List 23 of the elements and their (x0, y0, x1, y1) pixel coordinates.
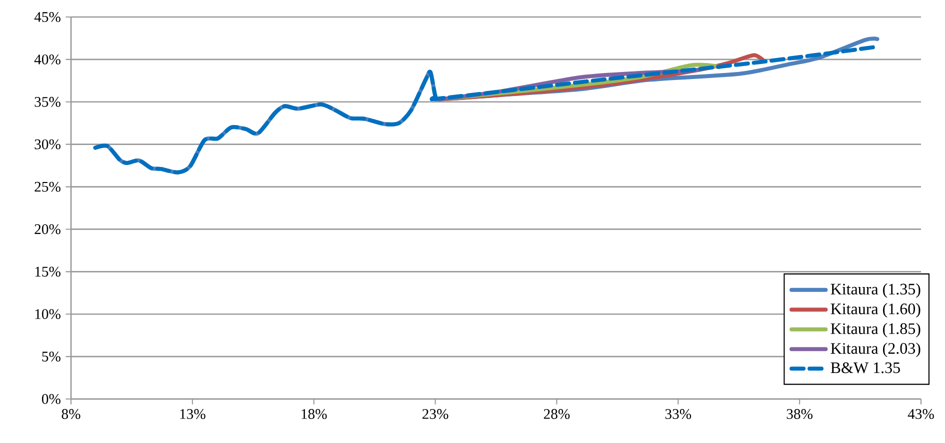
y-tick-label: 0% (42, 394, 60, 404)
y-tick-label: 35% (34, 96, 60, 107)
legend-label: Kitaura (2.03) (830, 342, 920, 358)
legend-label: Kitaura (1.35) (830, 283, 920, 298)
y-tick-label: 30% (34, 139, 60, 150)
y-tick-label: 40% (34, 54, 60, 64)
y-tick-label: 45% (34, 12, 60, 22)
x-tick-label: 13% (180, 409, 206, 419)
x-tick-label: 28% (544, 409, 570, 419)
y-tick-label: 5% (42, 352, 60, 362)
y-tick-label: 20% (34, 224, 60, 234)
x-tick-label: 38% (786, 409, 813, 419)
x-tick-label: 23% (422, 409, 448, 419)
x-tick-label: 8% (62, 409, 80, 419)
y-tick-label: 10% (35, 309, 60, 320)
legend-label: Kitaura (1.60) (830, 303, 920, 318)
y-tick-label: 25% (34, 182, 60, 192)
x-tick-label: 33% (665, 409, 692, 419)
legend-label: B&W 1.35 (830, 362, 900, 374)
x-tick-label: 18% (302, 409, 327, 419)
y-tick-label: 15% (35, 266, 60, 277)
x-tick-label: 43% (908, 409, 934, 419)
legend-label: Kitaura (1.85) (830, 322, 920, 338)
